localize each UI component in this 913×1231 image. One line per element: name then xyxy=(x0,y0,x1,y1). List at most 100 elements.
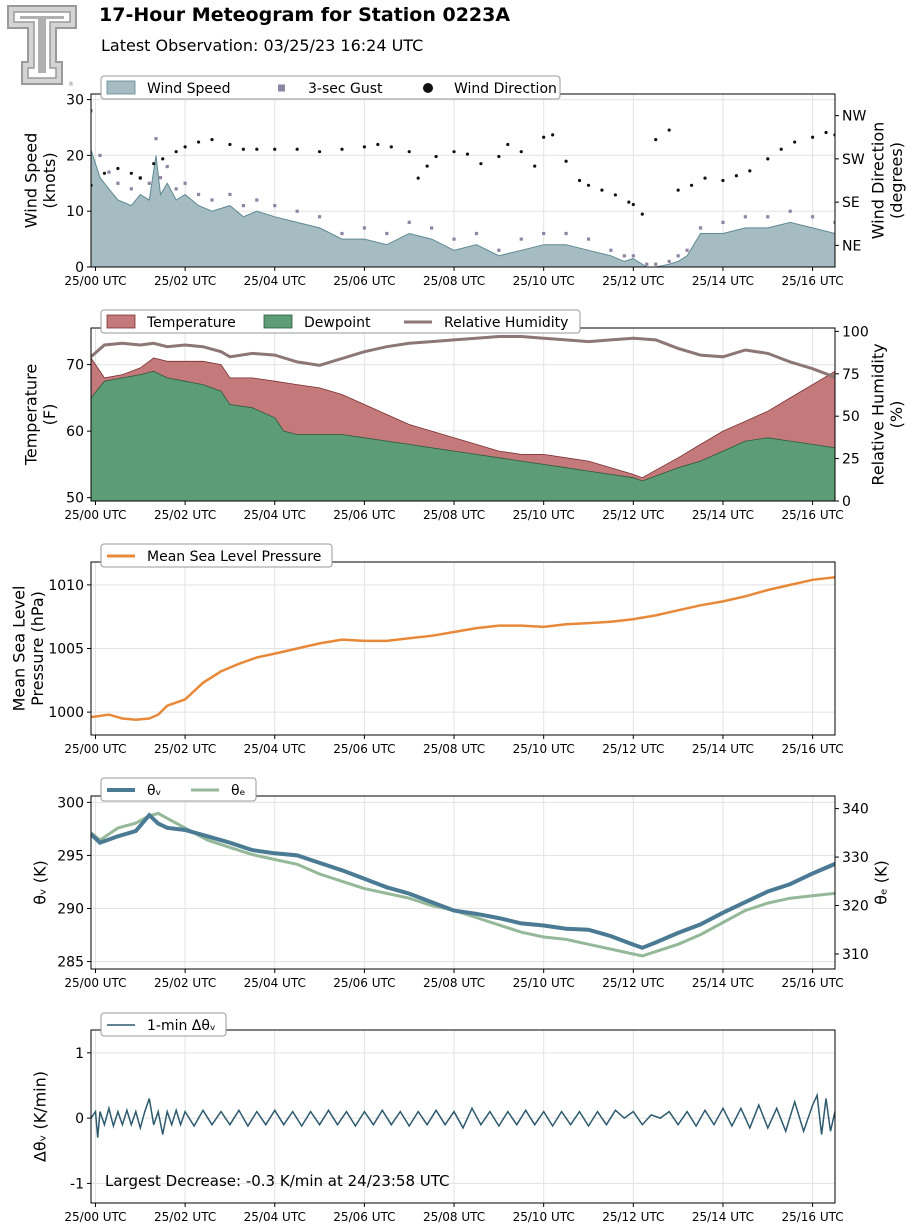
wind-direction-point xyxy=(793,140,797,144)
x-tick-label: 25/04 UTC xyxy=(244,976,306,990)
gust-marker xyxy=(654,262,658,266)
wind-direction-point xyxy=(362,145,366,149)
wind-direction-point xyxy=(465,152,470,156)
gust-marker xyxy=(241,204,245,208)
x-tick-label: 25/00 UTC xyxy=(64,742,126,756)
wind-direction-point xyxy=(340,147,344,151)
y-tick-label: 50 xyxy=(66,491,84,507)
wind-direction-point xyxy=(613,193,617,197)
y-tick-label: 10 xyxy=(66,204,84,220)
gust-marker xyxy=(174,187,178,191)
x-tick-label: 25/04 UTC xyxy=(244,508,306,522)
x-tick-label: 25/02 UTC xyxy=(154,508,216,522)
gust-marker xyxy=(564,231,568,236)
x-tick-label: 25/00 UTC xyxy=(64,508,126,522)
legend-label: Wind Direction xyxy=(454,81,557,97)
x-tick-label: 25/02 UTC xyxy=(154,1210,216,1224)
x-tick-label: 25/08 UTC xyxy=(423,274,485,288)
legend-box xyxy=(100,309,581,334)
wind-direction-point xyxy=(376,142,380,147)
wind-direction-point xyxy=(654,138,658,142)
x-tick-label: 25/10 UTC xyxy=(513,976,575,990)
y-tick-label: 1010 xyxy=(48,578,84,594)
gust-marker xyxy=(154,137,158,141)
x-tick-label: 25/14 UTC xyxy=(692,508,754,522)
wind-direction-point xyxy=(533,164,537,168)
y-axis-label-line: Mean Sea Level xyxy=(9,586,28,712)
gust-marker xyxy=(407,220,411,224)
legend-label: Wind Speed xyxy=(147,81,231,97)
wind-direction-point xyxy=(161,157,165,161)
x-tick-label: 25/08 UTC xyxy=(423,742,485,756)
wind-direction-point xyxy=(689,183,694,187)
y2-tick-label: 320 xyxy=(842,899,869,915)
wind-direction-point xyxy=(703,176,707,180)
wind-direction-point xyxy=(551,133,555,137)
gust-marker xyxy=(107,170,111,174)
gust-marker xyxy=(165,164,169,169)
x-tick-label: 25/16 UTC xyxy=(781,274,843,288)
legend: Wind Speed 3-sec Gust Wind Direction xyxy=(100,75,561,100)
gust-marker xyxy=(698,226,703,230)
gust-marker xyxy=(317,215,322,219)
x-tick-label: 25/16 UTC xyxy=(781,1210,843,1224)
x-tick-label: 25/08 UTC xyxy=(423,1210,485,1224)
chart-panel-1: 25/00 UTC 25/02 UTC 25/04 UTC 25/06 UTC 25/0… xyxy=(21,75,906,288)
y2-axis-label: Wind Direction (degrees) xyxy=(868,122,905,240)
legend-label: 3-sec Gust xyxy=(308,81,383,97)
y2-tick-label: 100 xyxy=(842,324,869,340)
gust-marker xyxy=(340,231,344,236)
grid xyxy=(91,1030,835,1203)
wind-direction-point xyxy=(600,188,604,192)
legend: Temperature Dewpoint Relative Humidity xyxy=(100,309,581,334)
y-axis-label-line: (F) xyxy=(40,404,59,426)
y-tick-label: 1000 xyxy=(48,705,84,721)
legend-label: Dewpoint xyxy=(304,315,371,331)
wind-direction-point xyxy=(721,178,725,183)
y2-axis-label-line: (degrees) xyxy=(887,142,906,219)
y-tick-label: 30 xyxy=(66,93,84,109)
y2-tick-label: NW xyxy=(842,109,866,125)
x-tick-label: 25/00 UTC xyxy=(64,976,126,990)
wind-direction-point xyxy=(676,188,680,192)
grid xyxy=(91,562,835,735)
page-subtitle: Latest Observation: 03/25/23 16:24 UTC xyxy=(101,36,424,55)
wind-direction-point xyxy=(542,135,546,139)
x-tick-label: 25/10 UTC xyxy=(513,1210,575,1224)
x-tick-label: 25/12 UTC xyxy=(602,1210,664,1224)
pressure-line xyxy=(91,576,835,721)
wind-direction-point xyxy=(295,147,299,151)
logo-registered-mark: ® xyxy=(68,81,74,88)
x-tick-label: 25/14 UTC xyxy=(692,274,754,288)
x-tick-label: 25/14 UTC xyxy=(692,742,754,756)
gust-marker xyxy=(667,259,671,264)
x-tick-label: 25/12 UTC xyxy=(602,274,664,288)
x-tick-label: 25/10 UTC xyxy=(513,274,575,288)
wind-direction-point xyxy=(273,147,277,151)
wind-direction-point xyxy=(116,166,120,171)
y2-tick-label: 330 xyxy=(842,850,869,866)
wind-direction-point xyxy=(766,157,770,161)
x-tick-label: 25/16 UTC xyxy=(781,976,843,990)
plot-area xyxy=(91,335,835,501)
wind-direction-point xyxy=(317,150,322,154)
plot-area xyxy=(91,811,835,958)
gust-marker xyxy=(833,220,835,224)
x-tick-label: 25/06 UTC xyxy=(333,508,395,522)
x-tick-label: 25/12 UTC xyxy=(602,742,664,756)
y2-axis-label-line: Relative Humidity xyxy=(868,343,887,485)
gust-marker xyxy=(685,248,689,252)
x-tick-label: 25/16 UTC xyxy=(781,508,843,522)
gust-marker xyxy=(676,254,680,258)
legend-box xyxy=(100,1012,227,1037)
gust-marker xyxy=(273,204,277,208)
x-tick-label: 25/10 UTC xyxy=(513,742,575,756)
y2-axis-label: Relative Humidity (%) xyxy=(868,343,905,485)
legend-label: Temperature xyxy=(146,315,236,331)
gust-marker xyxy=(519,237,523,241)
wind-direction-point xyxy=(129,171,133,175)
y2-tick-label: SW xyxy=(842,152,865,168)
wind-direction-point xyxy=(138,176,142,180)
largest-decrease-annotation: Largest Decrease: -0.3 K/min at 24/23:58… xyxy=(105,1172,450,1190)
